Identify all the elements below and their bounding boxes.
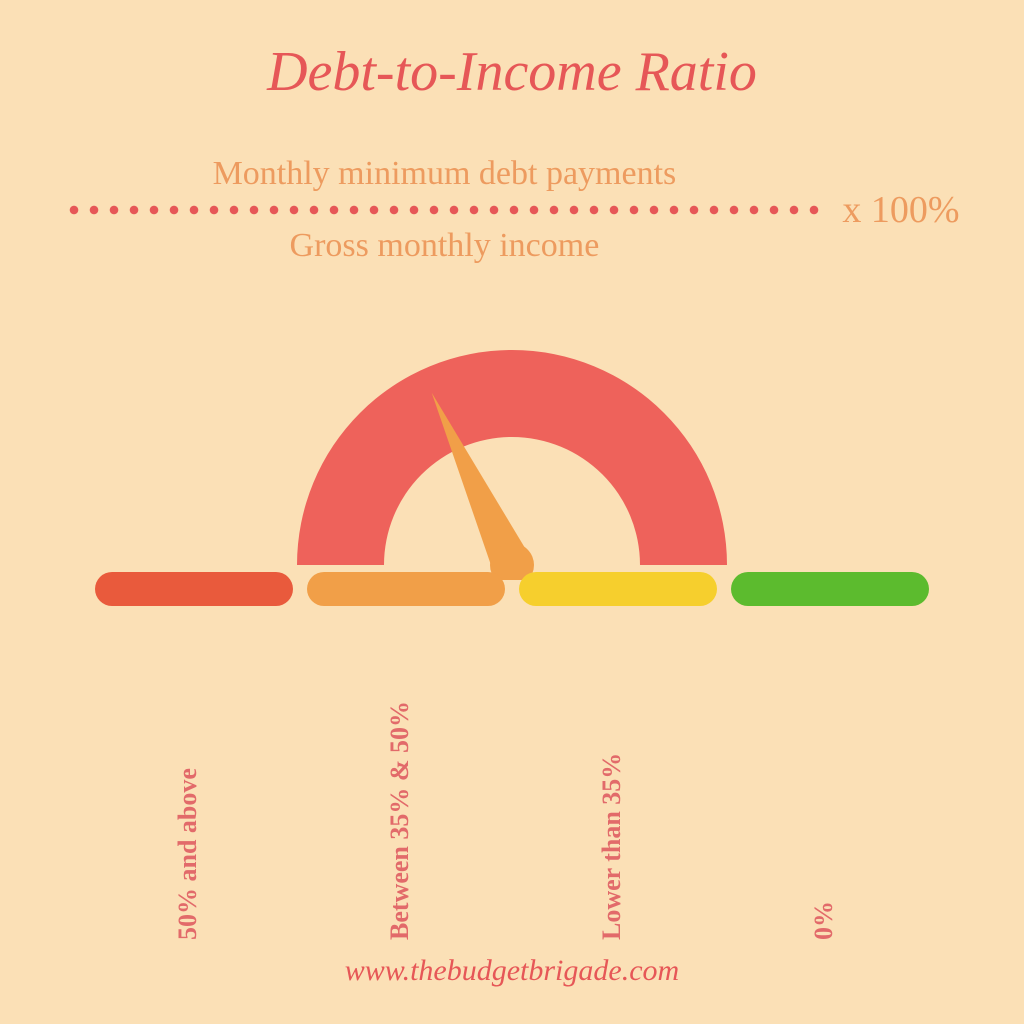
formula-denominator: Gross monthly income	[290, 222, 600, 270]
formula-fraction: Monthly minimum debt payments Gross mont…	[64, 150, 824, 269]
infographic-canvas: Debt-to-Income Ratio Monthly minimum deb…	[0, 0, 1024, 1024]
scale-label-0: 50% and above	[173, 768, 203, 940]
scale-bar-0	[95, 572, 293, 606]
scale-bars	[0, 572, 1024, 606]
formula-numerator: Monthly minimum debt payments	[213, 150, 677, 198]
scale-bar-2	[519, 572, 717, 606]
gauge	[0, 330, 1024, 580]
scale-label-1: Between 35% & 50%	[385, 701, 415, 940]
scale-label-2: Lower than 35%	[597, 753, 627, 940]
formula-divider	[64, 204, 824, 216]
gauge-svg	[282, 330, 742, 580]
page-title: Debt-to-Income Ratio	[0, 40, 1024, 104]
scale-label-3: 0%	[809, 901, 839, 940]
scale-bar-1	[307, 572, 505, 606]
formula-multiplier: x 100%	[842, 188, 959, 232]
scale-bar-3	[731, 572, 929, 606]
footer-url: www.thebudgetbrigade.com	[0, 954, 1024, 988]
scale-labels: 50% and above Between 35% & 50% Lower than…	[0, 640, 1024, 940]
formula: Monthly minimum debt payments Gross mont…	[60, 150, 964, 269]
